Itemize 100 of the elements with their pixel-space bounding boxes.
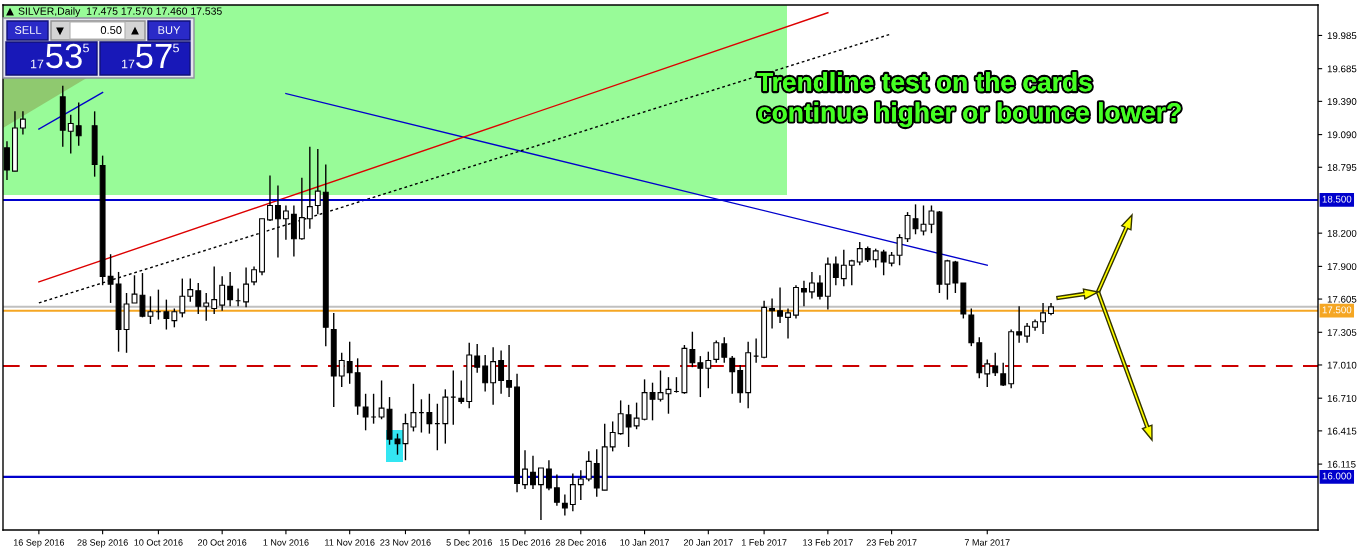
candlestick — [952, 260, 959, 294]
x-tick-label: 15 Dec 2016 — [500, 539, 551, 546]
candlestick — [338, 352, 345, 388]
x-tick-label: 28 Sep 2016 — [77, 539, 128, 548]
candlestick — [490, 346, 497, 406]
candlestick — [426, 393, 433, 435]
y-tick-label: 19.985 — [1327, 32, 1357, 40]
candlestick — [538, 467, 544, 521]
candlestick — [450, 369, 457, 426]
x-tick-label: 10 Oct 2016 — [134, 539, 183, 546]
candlestick — [617, 399, 624, 436]
annotation: 17 — [31, 59, 44, 69]
y-tick-label: 16.415 — [1327, 427, 1357, 435]
y-tick-label: 19.390 — [1327, 98, 1357, 105]
candlestick — [370, 393, 377, 425]
candlestick — [577, 469, 584, 501]
candlestick — [195, 282, 202, 315]
candlestick — [808, 271, 815, 300]
candlestick — [506, 344, 513, 398]
candlestick — [67, 113, 74, 155]
candlestick — [713, 339, 720, 364]
candlestick — [785, 307, 791, 340]
candlestick — [530, 455, 536, 490]
candlestick — [561, 493, 568, 517]
candlestick — [856, 241, 863, 266]
candlestick — [737, 364, 744, 404]
annotation: 5 — [173, 43, 179, 53]
y-tick-label: 17.305 — [1327, 329, 1357, 336]
candlestick — [840, 249, 847, 288]
ref-line-label: 16.000 — [1322, 472, 1352, 480]
candlestick — [522, 449, 528, 490]
x-tick-label: 1 Feb 2017 — [741, 539, 787, 546]
candlestick — [482, 354, 489, 393]
x-tick-label: 10 Jan 2017 — [620, 539, 669, 546]
candlestick — [729, 355, 736, 395]
candlestick — [75, 101, 82, 147]
candlestick — [211, 265, 218, 315]
candlestick — [801, 280, 807, 307]
candlestick — [163, 298, 170, 331]
candlestick — [243, 266, 250, 309]
y-tick-label: 18.795 — [1327, 164, 1357, 171]
x-tick-label: 28 Dec 2016 — [555, 539, 607, 546]
x-tick-label: 7 Mar 2017 — [964, 539, 1010, 546]
candlestick — [832, 255, 839, 286]
candlestick — [306, 146, 313, 230]
x-tick-label: 23 Feb 2017 — [866, 539, 917, 546]
candlestick — [275, 184, 281, 259]
annotation: SELL — [14, 26, 42, 34]
y-tick-label: 17.605 — [1327, 295, 1357, 303]
x-tick-label: 20 Jan 2017 — [683, 539, 733, 546]
candlestick — [267, 174, 273, 222]
x-tick-label: 20 Oct 2016 — [198, 539, 247, 546]
y-tick-label: 19.090 — [1327, 131, 1357, 139]
candlestick — [721, 336, 728, 364]
ref-line-label: 17.500 — [1322, 306, 1352, 314]
candlestick — [179, 277, 186, 319]
candlestick — [633, 401, 640, 430]
candlestick — [896, 233, 903, 266]
candlestick — [458, 379, 465, 405]
candlestick — [474, 343, 481, 374]
x-tick-label: 1 Nov 2016 — [263, 539, 309, 546]
candlestick — [816, 274, 823, 301]
chart-title: SILVER,Daily 17.475 17.570 17.460 17.535 — [18, 7, 222, 17]
y-tick-label: 16.710 — [1327, 394, 1357, 402]
candlestick — [697, 355, 704, 398]
candlestick — [992, 352, 999, 377]
y-tick-label: 16.115 — [1327, 460, 1356, 468]
candlestick — [545, 459, 552, 491]
x-tick-label: 11 Nov 2016 — [325, 539, 375, 546]
candlestick — [251, 265, 257, 286]
candlestick — [769, 297, 776, 330]
candlestick — [553, 473, 560, 507]
x-tick-label: 5 Dec 2016 — [446, 539, 492, 546]
candlestick — [569, 472, 576, 512]
annotation: BUY — [158, 26, 181, 34]
x-tick-label: 16 Sep 2016 — [13, 539, 65, 548]
candlestick — [848, 259, 855, 286]
candlestick — [984, 358, 991, 388]
candlestick — [298, 177, 305, 241]
candlestick — [498, 349, 505, 395]
candlestick — [187, 277, 194, 303]
annotation: 5 — [83, 43, 89, 53]
candlestick — [777, 286, 783, 324]
y-tick-label: 18.200 — [1327, 229, 1357, 237]
candlestick — [944, 259, 951, 301]
candlestick — [1016, 305, 1023, 344]
candlestick — [585, 450, 592, 482]
annotation: 0.50 — [100, 26, 122, 34]
candlestick — [609, 420, 616, 453]
annotation: 17 — [122, 59, 135, 69]
y-tick-label: 17.010 — [1327, 361, 1357, 369]
ref-line-label: 18.500 — [1322, 195, 1352, 203]
annotation: 53 — [46, 43, 82, 69]
y-tick-label: 17.900 — [1327, 263, 1357, 271]
candlestick — [282, 204, 289, 241]
candlestick — [1024, 322, 1031, 344]
candlestick — [219, 275, 226, 312]
candlestick — [19, 110, 26, 136]
candlestick — [171, 307, 178, 329]
candlestick — [1040, 302, 1046, 335]
